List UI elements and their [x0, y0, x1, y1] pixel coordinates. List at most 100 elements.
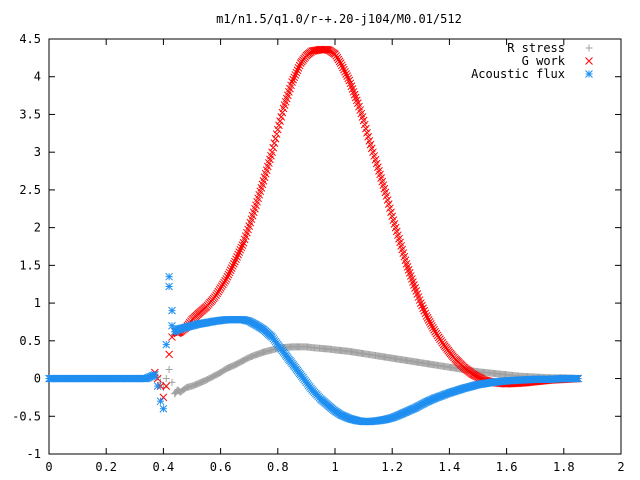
data-point [153, 382, 162, 390]
data-point [162, 340, 171, 349]
data-point [424, 316, 433, 324]
data-point [420, 306, 429, 315]
data-point [418, 301, 426, 310]
data-point [159, 393, 168, 402]
data-point [168, 306, 176, 315]
y-tick-label: -0.5 [12, 409, 41, 423]
data-point [159, 384, 167, 392]
data-point [269, 143, 278, 152]
data-point [223, 272, 232, 281]
x-tick-label: 1.8 [553, 460, 575, 474]
data-point [337, 61, 346, 70]
data-point [291, 71, 300, 79]
data-point [227, 264, 236, 272]
data-point [156, 397, 165, 406]
data-point [222, 275, 231, 283]
data-point [225, 268, 234, 277]
data-point [150, 370, 159, 379]
data-point [351, 93, 360, 102]
series-acoustic-flux [45, 272, 582, 426]
data-point [344, 74, 353, 83]
data-point [295, 61, 304, 70]
data-point [231, 257, 239, 266]
legend-label: R stress [507, 41, 565, 55]
data-point [416, 299, 425, 307]
data-point [342, 70, 350, 78]
legend-marker [585, 44, 593, 52]
data-point [165, 350, 173, 359]
data-point [428, 321, 436, 330]
data-point [268, 148, 276, 157]
data-point [336, 59, 345, 67]
x-axis: 0 0.2 0.4 0.6 0.8 1 1.2 1.4 1.6 1.8 2 [45, 39, 625, 474]
y-tick-label: 2 [34, 221, 41, 235]
x-tick-label: 0.2 [95, 460, 117, 474]
legend-label: G work [522, 54, 566, 68]
data-point [226, 266, 235, 275]
y-tick-label: 3 [34, 145, 41, 159]
data-point [347, 82, 356, 91]
legend-marker [585, 70, 593, 78]
data-point [288, 78, 296, 86]
data-point [340, 65, 348, 74]
data-point [235, 248, 244, 257]
y-tick-label: 1.5 [19, 258, 41, 272]
data-point [350, 90, 359, 99]
data-point [348, 85, 357, 93]
data-point [574, 374, 582, 383]
y-tick-label: 4.5 [19, 32, 41, 46]
data-point [159, 404, 168, 413]
series-r-stress [151, 343, 582, 398]
data-point [232, 255, 240, 264]
x-tick-label: 1.2 [381, 460, 403, 474]
data-point [419, 304, 427, 313]
data-point [228, 262, 237, 270]
data-point [233, 253, 241, 261]
x-tick-label: 1.6 [496, 460, 518, 474]
data-point [346, 79, 355, 88]
y-tick-label: 3.5 [19, 107, 41, 121]
x-tick-label: 0.8 [267, 460, 289, 474]
data-point [426, 319, 435, 328]
chart-title: m1/n1.5/q1.0/r-+.20-j104/M0.01/512 [216, 12, 462, 26]
data-point [292, 68, 301, 77]
data-point [234, 250, 242, 259]
data-point [224, 270, 233, 279]
data-point [429, 323, 437, 332]
data-point [272, 130, 281, 138]
data-point [238, 241, 247, 249]
data-point [425, 318, 434, 326]
data-point [271, 134, 280, 143]
data-point [289, 75, 298, 84]
data-point [352, 96, 361, 105]
y-axis: -1 -0.5 0 0.5 1 1.5 2 2.5 3 3.5 4 4.5 [12, 32, 621, 461]
plot-frame [48, 38, 622, 455]
data-point [270, 139, 279, 147]
x-tick-label: 0.6 [210, 460, 232, 474]
data-point [345, 76, 354, 85]
data-point [422, 312, 431, 320]
y-tick-label: 0.5 [19, 334, 41, 348]
data-point [290, 73, 299, 82]
data-point [162, 375, 170, 383]
data-point [157, 378, 165, 386]
data-point [349, 87, 358, 96]
series-g-work [150, 45, 582, 402]
data-point [236, 245, 245, 254]
y-tick-label: 1 [34, 296, 41, 310]
legend-label: Acoustic flux [471, 67, 565, 81]
data-point [430, 325, 438, 334]
data-point [237, 243, 246, 252]
x-tick-label: 0 [45, 460, 52, 474]
y-tick-label: 2.5 [19, 183, 41, 197]
x-tick-label: 1 [331, 460, 338, 474]
data-series [45, 45, 582, 426]
data-point [423, 314, 432, 322]
data-point [165, 282, 173, 291]
data-point [339, 63, 347, 72]
data-point [162, 382, 171, 390]
data-point [421, 309, 430, 318]
